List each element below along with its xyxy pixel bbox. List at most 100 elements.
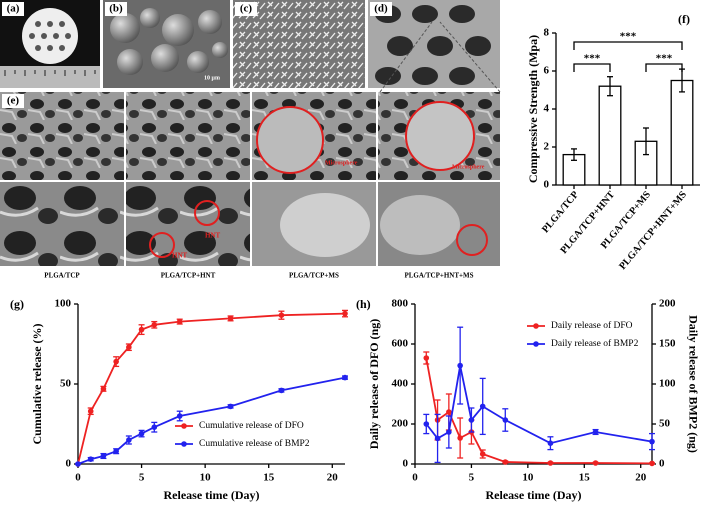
- y-tick-label: 400: [392, 378, 409, 390]
- highlight-circle: [149, 232, 175, 258]
- point: [113, 358, 119, 365]
- point: [479, 403, 486, 410]
- point: [113, 448, 119, 455]
- point: [649, 460, 655, 467]
- point: [100, 386, 107, 392]
- y-tick-label: 600: [392, 338, 409, 350]
- legend-label: Daily release of BMP2: [551, 338, 639, 349]
- caption: PLGA/TCP+MS: [289, 272, 339, 280]
- y-tick-label: 0: [544, 179, 550, 191]
- x-tick-label: 15: [263, 472, 275, 484]
- label-box: [370, 2, 392, 16]
- point: [502, 417, 509, 423]
- point: [87, 408, 94, 415]
- label-box: [2, 2, 24, 16]
- point: [151, 322, 158, 328]
- y-axis-label: Compressive Strength (Mpa): [526, 35, 540, 183]
- series-line: [425, 365, 653, 445]
- point: [547, 460, 554, 466]
- significance-label: ***: [656, 53, 673, 65]
- point: [547, 440, 554, 447]
- significance-label: ***: [584, 53, 601, 65]
- y-tick-label: 50: [60, 378, 72, 390]
- microsphere: [280, 193, 370, 257]
- highlight-circle: [405, 101, 475, 171]
- annotation: Microsphere: [452, 164, 485, 170]
- point: [457, 362, 463, 369]
- sem: [0, 182, 124, 266]
- y2-axis-label: Daily release of BMP2 (ng): [686, 315, 700, 453]
- series-line: [425, 357, 653, 465]
- x-tick-label: 10: [200, 472, 212, 484]
- y-tick-label: 4: [544, 103, 550, 115]
- legend-marker: [181, 441, 187, 447]
- label-box: [105, 2, 127, 16]
- y-tick-label: 200: [392, 418, 409, 430]
- x-tick-label: 20: [635, 472, 647, 484]
- legend-marker: [533, 341, 539, 347]
- caption: PLGA/TCP: [44, 272, 80, 280]
- point: [592, 460, 599, 466]
- x-axis-label: Release time (Day): [164, 488, 260, 502]
- point: [138, 326, 145, 333]
- x-tick-label: PLGA/TCP+HNT+MS: [617, 189, 689, 272]
- panel-label: (h): [356, 297, 371, 311]
- sem: [126, 92, 250, 180]
- highlight-circle: [194, 200, 220, 226]
- y-tick-label: 2: [544, 141, 550, 153]
- y2-tick-label: 150: [659, 338, 676, 350]
- point: [278, 387, 285, 394]
- caption: PLGA/TCP+HNT: [161, 272, 216, 280]
- scale-bar-label: 10 μm: [204, 75, 220, 81]
- point: [342, 374, 348, 381]
- point: [278, 312, 285, 319]
- point: [423, 355, 430, 361]
- legend-label: Cumulative release of BMP2: [199, 438, 310, 449]
- panel-label: (e): [7, 95, 20, 107]
- scaffold-holes: [29, 21, 71, 51]
- y2-tick-label: 200: [659, 298, 676, 310]
- x-tick-label: 5: [469, 472, 475, 484]
- significance-label: ***: [620, 31, 637, 43]
- panel-label: (g): [10, 297, 24, 311]
- y-tick-label: 0: [66, 458, 72, 470]
- y-tick-label: 8: [544, 27, 550, 39]
- highlight-circle: [456, 224, 488, 256]
- zoom-lines: [379, 21, 501, 93]
- point: [592, 429, 599, 435]
- point: [649, 438, 655, 445]
- annotation: HNT: [172, 252, 188, 260]
- point: [126, 344, 132, 351]
- point: [446, 409, 452, 415]
- significance-bracket: [573, 41, 683, 50]
- point: [151, 424, 158, 431]
- legend-label: Daily release of DFO: [551, 320, 633, 331]
- y-tick-label: 800: [392, 298, 409, 310]
- ruler-ticks: [4, 70, 96, 76]
- legend-marker: [181, 423, 187, 429]
- panel-label: (a): [7, 3, 20, 15]
- point: [502, 459, 509, 465]
- point: [87, 456, 94, 463]
- panel-label: (f): [678, 12, 690, 26]
- sem: [126, 182, 250, 266]
- legend-marker: [533, 323, 539, 329]
- bar: [598, 85, 622, 186]
- point: [227, 315, 234, 322]
- significance-bracket: [573, 63, 611, 72]
- point: [446, 429, 452, 435]
- x-tick-label: 0: [412, 472, 418, 484]
- y-tick-label: 0: [403, 458, 409, 470]
- x-tick-label: 10: [522, 472, 534, 484]
- highlight-circle: [256, 106, 324, 174]
- y2-tick-label: 50: [659, 418, 671, 430]
- caption: PLGA/TCP+HNT+MS: [404, 272, 473, 280]
- point: [126, 437, 132, 443]
- panel-label: (c): [240, 3, 253, 15]
- micrographs: (a) (b) (c) (d) (e) 10 μm HNT HNT Micros…: [0, 0, 501, 280]
- annotation: HNT: [205, 232, 221, 240]
- point: [227, 403, 234, 410]
- y-axis-label: Daily release of DFO (ng): [367, 319, 381, 449]
